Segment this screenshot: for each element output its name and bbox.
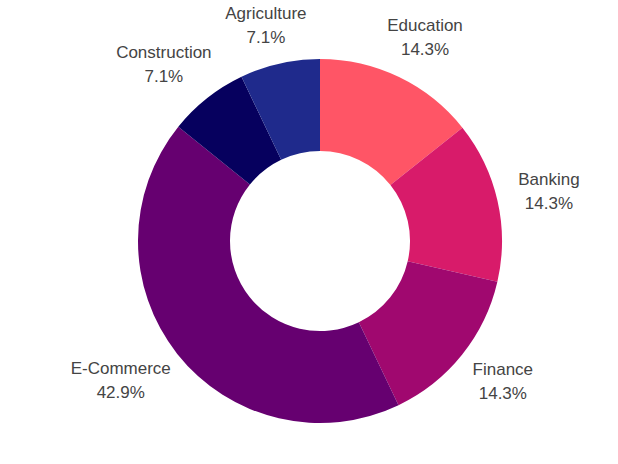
- value-label: 14.3%: [525, 194, 573, 213]
- category-label: Agriculture: [225, 4, 306, 23]
- data-label: Education 14.3%: [387, 16, 463, 59]
- slice: [138, 127, 399, 423]
- value-label: 14.3%: [479, 384, 527, 403]
- value-label: 7.1%: [144, 67, 183, 86]
- slice: [241, 59, 320, 160]
- data-label: Agriculture 7.1%: [225, 4, 306, 47]
- value-label: 7.1%: [247, 28, 286, 47]
- data-label: Banking 14.3%: [518, 170, 579, 213]
- slices: [138, 59, 502, 423]
- slice: [390, 128, 502, 282]
- data-label: Construction 7.1%: [116, 43, 211, 86]
- category-label: Construction: [116, 43, 211, 62]
- value-label: 42.9%: [97, 383, 145, 402]
- category-label: Banking: [518, 170, 579, 189]
- chart: Education 14.3% Banking 14.3% Finance 14.3% E-…: [0, 0, 618, 464]
- labels: Education 14.3% Banking 14.3% Finance 14.3% E-…: [71, 4, 580, 403]
- category-label: Education: [387, 16, 463, 35]
- data-label: E-Commerce 42.9%: [71, 359, 171, 402]
- category-label: Finance: [473, 360, 533, 379]
- value-label: 14.3%: [401, 40, 449, 59]
- category-label: E-Commerce: [71, 359, 171, 378]
- data-label: Finance 14.3%: [473, 360, 533, 403]
